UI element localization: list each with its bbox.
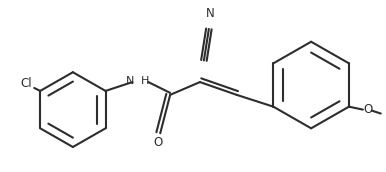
Text: H: H (141, 76, 149, 86)
Text: Cl: Cl (20, 77, 32, 90)
Text: O: O (154, 136, 163, 149)
Text: N: N (126, 76, 134, 86)
Text: N: N (205, 7, 214, 20)
Text: O: O (363, 103, 372, 116)
